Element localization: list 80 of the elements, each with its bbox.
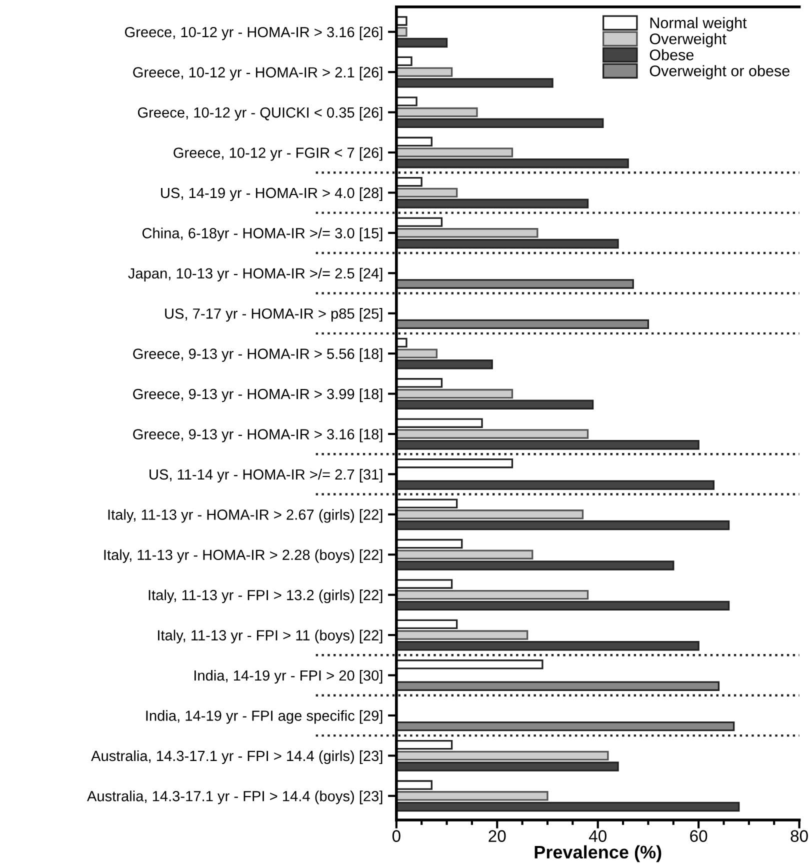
bar <box>396 118 604 128</box>
bar <box>396 660 544 670</box>
y-tick-label: US, 7-17 yr - HOMA-IR > p85 [25] <box>165 308 382 322</box>
bar <box>396 378 443 388</box>
y-tick-label: Australia, 14.3-17.1 yr - FPI > 14.4 (girls) [23] <box>91 750 382 764</box>
bar <box>396 550 534 560</box>
y-tick-label: India, 14-19 yr - FPI > 20 [30] <box>194 670 382 684</box>
bar <box>396 228 538 238</box>
y-tick-label: US, 11-14 yr - HOMA-IR >/= 2.7 [31] <box>150 468 382 482</box>
bar <box>396 600 730 611</box>
bar <box>396 136 432 146</box>
bar <box>396 400 594 410</box>
bar <box>396 458 514 468</box>
bar <box>396 56 412 66</box>
bar <box>396 590 589 600</box>
bar <box>396 319 650 330</box>
bar <box>396 67 453 77</box>
bar <box>396 148 514 158</box>
x-axis-title: Prevalence (%) <box>534 845 662 862</box>
bar <box>396 217 443 227</box>
x-tick-label: 0 <box>392 830 400 842</box>
bar <box>396 619 458 630</box>
y-tick-label: Greece, 9-13 yr - HOMA-IR > 3.99 [18] <box>133 388 382 402</box>
bar <box>396 107 478 118</box>
bar <box>396 388 514 399</box>
y-tick-label: Greece, 10-12 yr - HOMA-IR > 3.16 [26] <box>125 26 382 40</box>
bar <box>396 238 619 249</box>
bar <box>396 681 720 691</box>
bar <box>396 348 438 358</box>
bar <box>396 198 589 208</box>
bar <box>396 510 584 520</box>
bar <box>396 498 458 508</box>
x-tick-label: 20 <box>488 830 506 842</box>
bar <box>396 791 548 801</box>
legend-label: Overweight or obese <box>650 65 790 80</box>
legend-label: Normal weight <box>650 17 747 32</box>
y-tick-label: Italy, 11-13 yr - FPI > 11 (boys) [22] <box>158 630 382 644</box>
bar <box>396 538 463 549</box>
y-tick-label: Italy, 11-13 yr - HOMA-IR > 2.67 (girls) [22] <box>108 509 382 523</box>
bar <box>396 802 740 812</box>
bar <box>396 440 700 450</box>
bar <box>396 16 408 26</box>
y-tick-label: India, 14-19 yr - FPI age specific [29] <box>146 710 382 724</box>
y-tick-label: Greece, 10-12 yr - QUICKI < 0.35 [26] <box>138 106 382 121</box>
y-tick-label: Greece, 10-12 yr - FGIR < 7 [26] <box>174 147 382 161</box>
bar <box>396 158 629 168</box>
bar <box>396 630 528 640</box>
x-tick-label: 80 <box>790 830 808 842</box>
x-tick-label: 60 <box>690 830 708 842</box>
y-tick-label: Italy, 11-13 yr - FPI > 13.2 (girls) [22] <box>148 590 382 604</box>
bar <box>396 579 453 589</box>
y-tick-label: China, 6-18yr - HOMA-IR >/= 3.0 [15] <box>142 228 382 242</box>
y-tick-label: Greece, 9-13 yr - HOMA-IR > 3.16 [18] <box>133 428 382 442</box>
bar <box>396 762 619 772</box>
y-tick-label: Japan, 10-13 yr - HOMA-IR >/= 2.5 [24] <box>128 268 382 282</box>
bar <box>396 520 730 530</box>
y-tick-label: Italy, 11-13 yr - HOMA-IR > 2.28 (boys) [22] <box>104 549 382 563</box>
bar <box>396 641 700 651</box>
bar <box>396 429 589 439</box>
y-tick-label: US, 14-19 yr - HOMA-IR > 4.0 [28] <box>161 187 382 202</box>
bar <box>396 480 715 490</box>
bar <box>396 780 432 790</box>
bar <box>396 96 418 106</box>
bar <box>396 279 634 289</box>
y-tick-label: Greece, 10-12 yr - HOMA-IR > 2.1 [26] <box>133 66 382 80</box>
bar <box>396 176 422 187</box>
bar <box>396 418 483 428</box>
bar <box>396 560 674 570</box>
bar <box>396 38 448 48</box>
bar <box>396 740 453 750</box>
legend-label: Obese <box>650 49 694 60</box>
y-tick-label: Australia, 14.3-17.1 yr - FPI > 14.4 (boys) [23] <box>87 790 382 804</box>
legend-label: Overweight <box>650 33 726 48</box>
y-tick-label: Greece, 9-13 yr - HOMA-IR > 5.56 [18] <box>133 348 382 362</box>
x-tick-label: 40 <box>588 830 606 842</box>
bar <box>396 750 609 761</box>
bar <box>396 188 458 198</box>
bar <box>396 721 735 732</box>
bar <box>396 360 493 370</box>
bar <box>396 78 554 88</box>
